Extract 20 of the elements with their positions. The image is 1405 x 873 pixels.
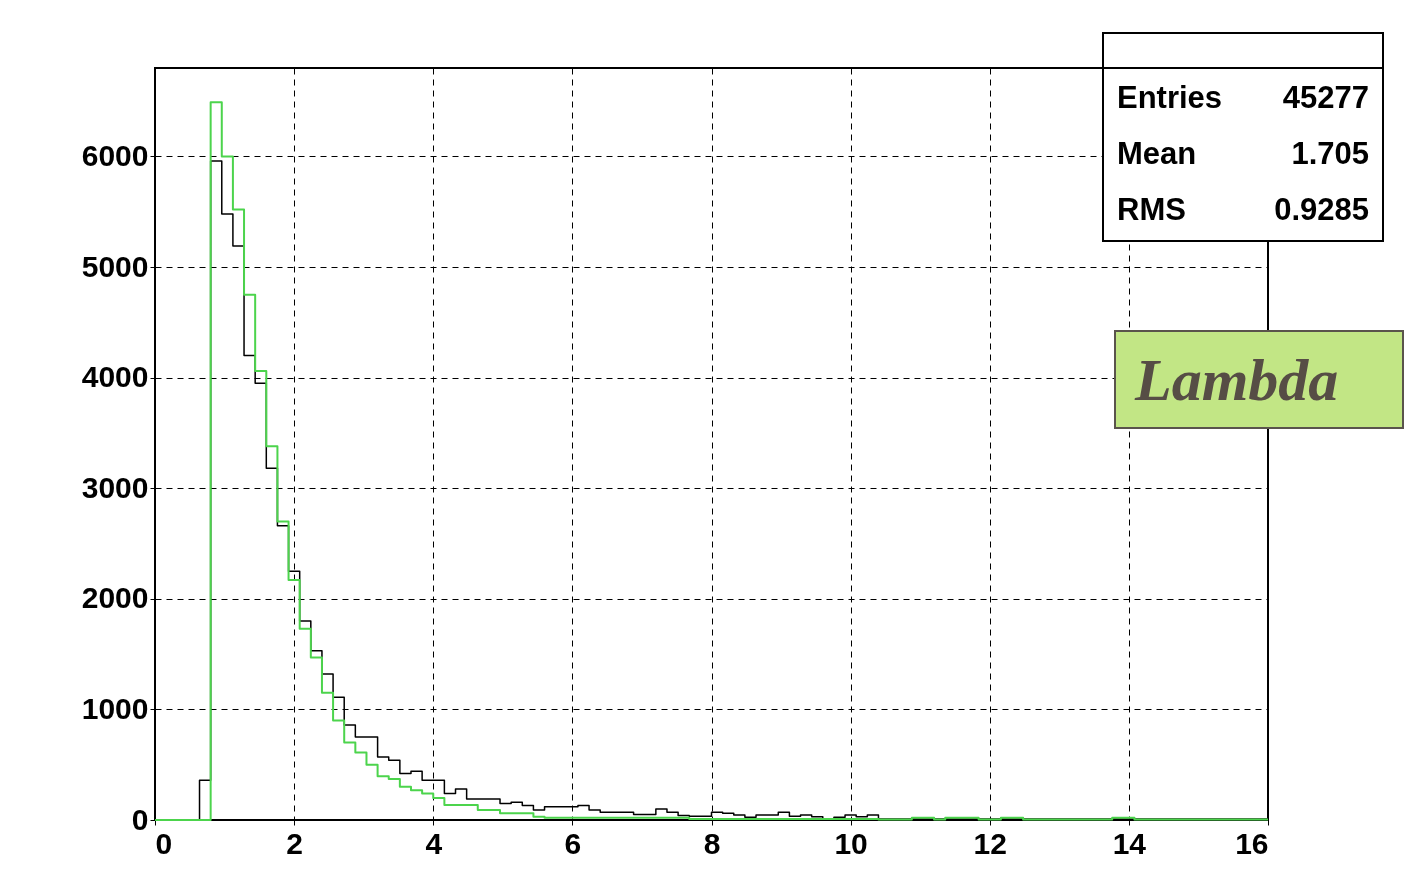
y-tick-label: 2000 (81, 581, 149, 615)
y-tick-label: 1000 (81, 691, 149, 725)
y-tick-label: 3000 (81, 470, 149, 504)
x-tick-label: 0 (155, 826, 173, 860)
annotation: Lambda (1134, 347, 1339, 413)
text: RMS 0.9285 (1117, 192, 1369, 227)
x-tick-label: 6 (564, 826, 582, 860)
text: Entries 45277 (1117, 80, 1369, 115)
x-tick-label: 10 (834, 826, 868, 860)
x-tick-label: 16 (1235, 826, 1269, 860)
text: Mean 1.705 (1117, 136, 1369, 171)
x-tick-label: 8 (703, 826, 721, 860)
y-tick-label: 4000 (81, 360, 149, 394)
y-tick-label: 5000 (81, 249, 149, 283)
x-tick-label: 14 (1112, 826, 1147, 860)
y-tick-label: 6000 (81, 138, 149, 172)
y-tick-label: 0 (131, 802, 149, 836)
x-tick-label: 12 (973, 826, 1007, 860)
x-tick-label: 2 (286, 826, 303, 860)
x-tick-label: 4 (425, 826, 443, 860)
